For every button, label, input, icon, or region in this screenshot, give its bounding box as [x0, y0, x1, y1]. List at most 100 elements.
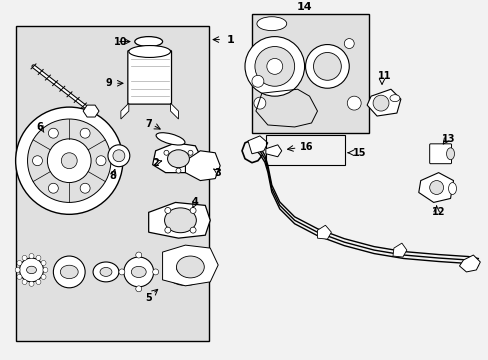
- Polygon shape: [121, 103, 128, 119]
- Polygon shape: [392, 243, 406, 257]
- Text: 8: 8: [109, 171, 116, 181]
- Polygon shape: [185, 151, 220, 181]
- Ellipse shape: [256, 17, 286, 31]
- Polygon shape: [459, 255, 479, 272]
- Ellipse shape: [123, 257, 153, 287]
- Circle shape: [80, 128, 90, 138]
- Circle shape: [17, 261, 22, 265]
- Text: 10: 10: [114, 37, 127, 46]
- Circle shape: [96, 156, 106, 166]
- Polygon shape: [170, 103, 178, 119]
- Circle shape: [346, 96, 361, 110]
- Circle shape: [41, 261, 46, 265]
- Text: 5: 5: [145, 293, 152, 303]
- Polygon shape: [148, 202, 210, 238]
- Text: 4: 4: [192, 197, 198, 207]
- Ellipse shape: [60, 265, 78, 279]
- Circle shape: [29, 282, 34, 286]
- Text: 15: 15: [352, 148, 366, 158]
- Circle shape: [80, 183, 90, 193]
- Circle shape: [244, 37, 304, 96]
- Ellipse shape: [93, 262, 119, 282]
- Polygon shape: [83, 105, 99, 117]
- Circle shape: [48, 128, 58, 138]
- Polygon shape: [366, 89, 400, 116]
- Circle shape: [15, 267, 20, 273]
- Circle shape: [190, 207, 196, 213]
- FancyBboxPatch shape: [429, 144, 450, 164]
- Ellipse shape: [176, 256, 204, 278]
- Circle shape: [253, 97, 265, 109]
- Circle shape: [108, 145, 129, 167]
- Circle shape: [48, 183, 58, 193]
- Ellipse shape: [20, 258, 43, 282]
- Circle shape: [61, 153, 77, 168]
- Circle shape: [119, 269, 124, 275]
- Circle shape: [344, 39, 353, 49]
- Text: 9: 9: [105, 78, 112, 88]
- Circle shape: [429, 181, 443, 194]
- Text: 2: 2: [152, 158, 159, 168]
- Ellipse shape: [26, 266, 37, 274]
- Text: 13: 13: [441, 134, 454, 144]
- Circle shape: [152, 269, 158, 275]
- Polygon shape: [317, 225, 331, 239]
- Circle shape: [136, 252, 142, 258]
- Circle shape: [136, 286, 142, 292]
- Text: 1: 1: [226, 35, 233, 45]
- Polygon shape: [265, 145, 281, 157]
- Circle shape: [27, 119, 111, 202]
- Ellipse shape: [446, 148, 453, 160]
- Circle shape: [164, 207, 170, 213]
- Ellipse shape: [128, 45, 170, 58]
- Circle shape: [32, 156, 42, 166]
- FancyBboxPatch shape: [127, 50, 171, 104]
- Text: 7: 7: [145, 119, 152, 129]
- Bar: [251, 14, 368, 133]
- Text: 6: 6: [36, 122, 43, 132]
- Circle shape: [16, 107, 122, 214]
- Circle shape: [188, 150, 193, 155]
- Circle shape: [251, 75, 264, 87]
- Ellipse shape: [389, 95, 399, 102]
- Circle shape: [163, 150, 168, 155]
- Bar: [265, 135, 345, 165]
- Ellipse shape: [447, 183, 456, 194]
- Circle shape: [113, 150, 124, 162]
- Circle shape: [266, 58, 282, 74]
- Circle shape: [43, 267, 48, 273]
- Circle shape: [372, 95, 388, 111]
- Polygon shape: [162, 245, 218, 286]
- Circle shape: [41, 274, 46, 279]
- Circle shape: [254, 46, 294, 86]
- Circle shape: [47, 139, 91, 183]
- Circle shape: [22, 279, 27, 284]
- Ellipse shape: [163, 251, 207, 285]
- Text: 16: 16: [299, 142, 312, 152]
- Ellipse shape: [164, 208, 196, 233]
- Circle shape: [36, 255, 41, 260]
- Circle shape: [17, 274, 22, 279]
- Ellipse shape: [156, 133, 184, 145]
- Circle shape: [29, 253, 34, 258]
- Polygon shape: [152, 143, 200, 173]
- Circle shape: [313, 53, 341, 80]
- Ellipse shape: [100, 267, 112, 276]
- Ellipse shape: [135, 37, 162, 46]
- Text: 3: 3: [214, 168, 221, 177]
- Circle shape: [190, 227, 196, 233]
- Polygon shape: [418, 173, 452, 202]
- Circle shape: [36, 279, 41, 284]
- Text: 12: 12: [431, 207, 445, 217]
- Ellipse shape: [53, 256, 85, 288]
- Text: 14: 14: [296, 2, 312, 12]
- Ellipse shape: [131, 266, 146, 278]
- Circle shape: [305, 45, 348, 88]
- Bar: [16, 26, 209, 341]
- Circle shape: [176, 168, 181, 173]
- Ellipse shape: [176, 261, 194, 275]
- Text: 11: 11: [378, 71, 391, 81]
- Ellipse shape: [167, 150, 189, 168]
- Circle shape: [22, 255, 27, 260]
- Circle shape: [164, 227, 170, 233]
